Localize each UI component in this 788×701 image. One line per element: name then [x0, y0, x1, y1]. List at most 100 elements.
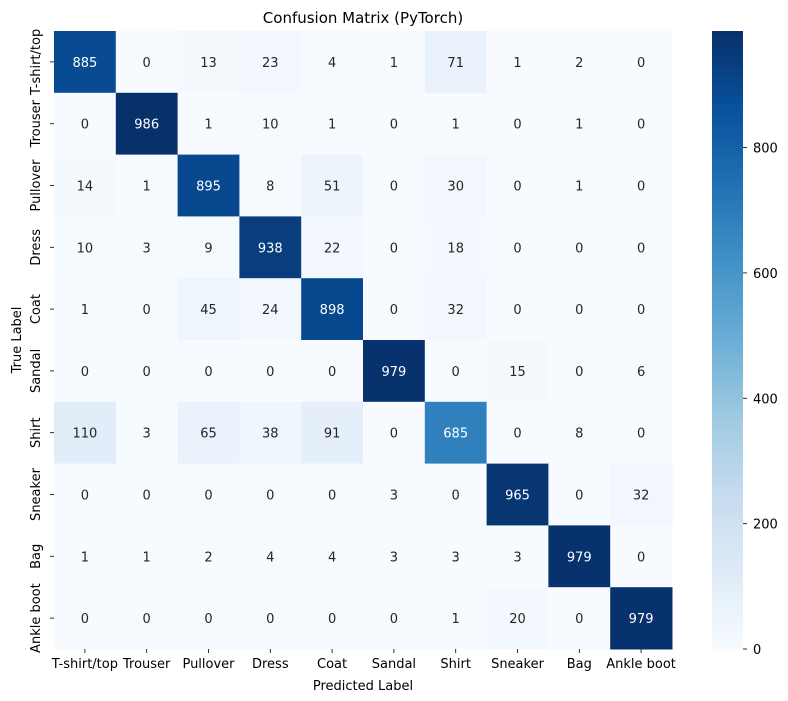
cell-value-label: 3: [143, 241, 151, 256]
x-tick-label: Dress: [252, 657, 289, 672]
cell-value-label: 979: [629, 612, 654, 627]
cell-value-label: 0: [513, 241, 521, 256]
cell-value-label: 979: [567, 550, 592, 565]
cell-value-label: 18: [447, 241, 464, 256]
y-tick-label: Bag: [29, 544, 44, 569]
cell-value-label: 13: [200, 56, 217, 71]
cell-value-label: 0: [452, 365, 460, 380]
colorbar-tick-label: 800: [753, 142, 778, 157]
cell-value-label: 4: [328, 56, 336, 71]
y-tick-label: Sneaker: [29, 467, 44, 521]
cell-value-label: 23: [262, 56, 279, 71]
cell-value-label: 0: [575, 489, 583, 504]
cell-value-label: 30: [447, 180, 464, 195]
y-tick-label: Pullover: [29, 159, 44, 212]
confusion-matrix-chart: Confusion Matrix (PyTorch) 885 0 13 23 4 1 71 1…: [0, 0, 788, 701]
cell-value-label: 8: [575, 427, 583, 442]
cell-value-label: 0: [328, 489, 336, 504]
cell-value-label: 685: [443, 427, 468, 442]
cell-value-label: 45: [200, 303, 217, 318]
cell-value-label: 0: [513, 303, 521, 318]
colorbar-ticks: 0200400600800: [743, 142, 778, 658]
cell-value-label: 0: [266, 612, 274, 627]
cell-value-label: 0: [266, 365, 274, 380]
cell-value-label: 0: [575, 365, 583, 380]
cell-value-label: 0: [390, 241, 398, 256]
y-axis-ticks: T-shirt/topTrouserPulloverDressCoatSanda…: [29, 29, 54, 653]
cell-value-label: 4: [266, 550, 274, 565]
y-axis-label: True Label: [10, 307, 25, 375]
x-tick-label: Bag: [567, 657, 592, 672]
colorbar-tick-label: 0: [753, 643, 761, 658]
cell-value-label: 0: [513, 180, 521, 195]
cell-value-label: 15: [509, 365, 526, 380]
cell-value-label: 3: [452, 550, 460, 565]
cell-value-label: 0: [390, 612, 398, 627]
cell-value-label: 0: [81, 612, 89, 627]
cell-value-label: 3: [143, 427, 151, 442]
cell-value-label: 24: [262, 303, 279, 318]
chart-title: Confusion Matrix (PyTorch): [263, 9, 463, 27]
cell-value-label: 0: [575, 612, 583, 627]
x-axis-label: Predicted Label: [313, 679, 413, 694]
cell-value-label: 0: [637, 550, 645, 565]
cell-value-label: 0: [513, 427, 521, 442]
cell-value-label: 38: [262, 427, 279, 442]
colorbar: [712, 31, 743, 649]
cell-value-label: 65: [200, 427, 217, 442]
cell-value-label: 0: [266, 489, 274, 504]
x-tick-label: Coat: [317, 657, 347, 672]
cell-value-label: 110: [72, 427, 97, 442]
y-tick-label: Trouser: [29, 99, 44, 148]
cell-value-label: 0: [143, 56, 151, 71]
cell-value-label: 10: [77, 241, 94, 256]
y-tick-label: T-shirt/top: [29, 29, 44, 96]
cell-value-label: 22: [324, 241, 341, 256]
cell-value-label: 0: [204, 612, 212, 627]
cell-value-label: 0: [81, 489, 89, 504]
cell-value-label: 1: [575, 118, 583, 133]
cell-value-label: 0: [575, 241, 583, 256]
cell-value-label: 0: [143, 365, 151, 380]
cell-value-label: 9: [204, 241, 212, 256]
cell-value-label: 885: [72, 56, 97, 71]
cell-value-label: 1: [81, 550, 89, 565]
cell-value-label: 895: [196, 180, 221, 195]
cell-value-label: 0: [390, 118, 398, 133]
cell-value-label: 0: [143, 303, 151, 318]
cell-value-label: 91: [324, 427, 341, 442]
y-tick-label: Shirt: [29, 417, 44, 448]
x-tick-label: Sandal: [372, 657, 416, 672]
x-tick-label: T-shirt/top: [51, 657, 118, 672]
x-tick-label: Ankle boot: [606, 657, 676, 672]
cell-value-label: 0: [328, 612, 336, 627]
colorbar-tick-label: 600: [753, 267, 778, 282]
x-tick-label: Trouser: [122, 657, 171, 672]
cell-value-label: 1: [513, 56, 521, 71]
cell-value-label: 3: [390, 550, 398, 565]
cell-value-label: 0: [204, 365, 212, 380]
cell-value-label: 0: [204, 489, 212, 504]
cell-value-label: 6: [637, 365, 645, 380]
cell-value-label: 0: [513, 118, 521, 133]
cell-value-label: 0: [452, 489, 460, 504]
cell-value-label: 51: [324, 180, 341, 195]
cell-value-label: 1: [575, 180, 583, 195]
cell-value-label: 986: [134, 118, 159, 133]
x-axis-ticks: T-shirt/top Trouser Pullover Dress Coat Sanda…: [51, 649, 676, 672]
cell-value-label: 0: [390, 303, 398, 318]
cell-value-label: 1: [81, 303, 89, 318]
x-tick-label: Pullover: [182, 657, 235, 672]
y-tick-label: Sandal: [29, 349, 44, 393]
cell-value-label: 0: [637, 303, 645, 318]
colorbar-tick-label: 200: [753, 518, 778, 533]
x-tick-label: Shirt: [440, 657, 471, 672]
x-tick-label: Sneaker: [491, 657, 545, 672]
cell-value-label: 32: [447, 303, 464, 318]
cell-value-label: 3: [513, 550, 521, 565]
cell-value-label: 32: [633, 489, 650, 504]
cell-value-label: 965: [505, 489, 530, 504]
cell-value-label: 20: [509, 612, 526, 627]
cell-value-label: 1: [452, 118, 460, 133]
cell-value-label: 1: [143, 180, 151, 195]
